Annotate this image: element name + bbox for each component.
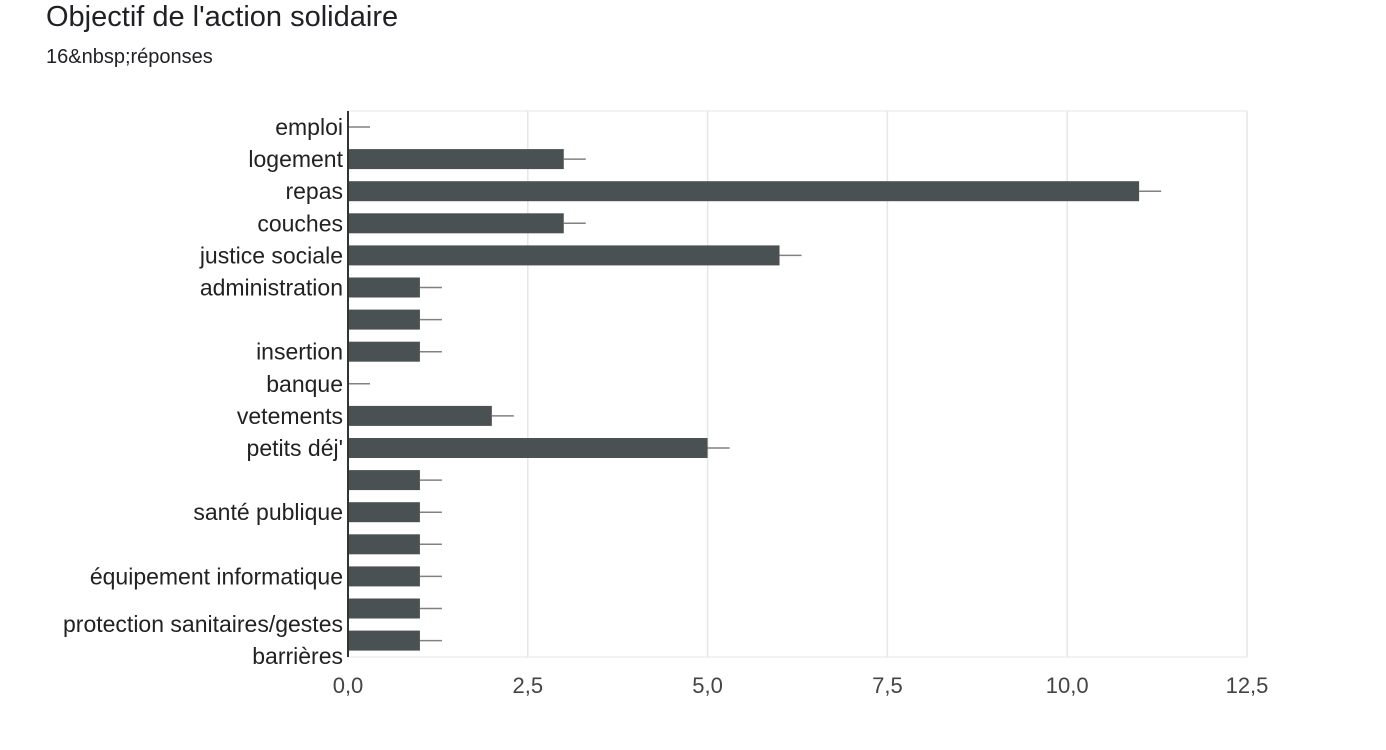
bar <box>348 598 420 619</box>
bar <box>348 405 492 426</box>
x-tick-label: 7,5 <box>872 673 903 698</box>
bar <box>348 566 420 587</box>
category-label: barrières <box>252 643 343 669</box>
category-label: logement <box>248 146 343 172</box>
bar <box>348 245 780 266</box>
bar <box>348 534 420 555</box>
category-label: vetements <box>237 403 343 429</box>
category-label: justice sociale <box>199 242 343 268</box>
x-tick-label: 10,0 <box>1046 673 1089 698</box>
category-label: protection sanitaires/gestes <box>63 611 343 637</box>
bar <box>348 213 564 234</box>
x-tick-label: 0,0 <box>333 673 364 698</box>
category-label: administration <box>200 275 343 301</box>
bar <box>348 341 420 362</box>
category-label: insertion <box>256 339 343 365</box>
category-label: banque <box>266 371 343 397</box>
bar <box>348 149 564 170</box>
bar <box>348 470 420 491</box>
bar <box>348 181 1140 202</box>
bar <box>348 630 420 651</box>
response-count: 16&nbsp;réponses <box>46 46 213 68</box>
category-label: repas <box>285 178 343 204</box>
x-tick-label: 12,5 <box>1226 673 1269 698</box>
bar <box>348 502 420 523</box>
category-label: emploi <box>275 114 343 140</box>
chart-title: Objectif de l'action solidaire <box>46 1 399 33</box>
x-tick-label: 2,5 <box>513 673 544 698</box>
category-label: petits déj' <box>247 435 343 461</box>
bar <box>348 438 708 458</box>
bar <box>348 277 420 298</box>
category-label: santé publique <box>193 499 343 525</box>
category-label: couches <box>257 210 343 236</box>
bar <box>348 309 420 330</box>
x-tick-label: 5,0 <box>692 673 723 698</box>
category-label: équipement informatique <box>90 563 343 589</box>
